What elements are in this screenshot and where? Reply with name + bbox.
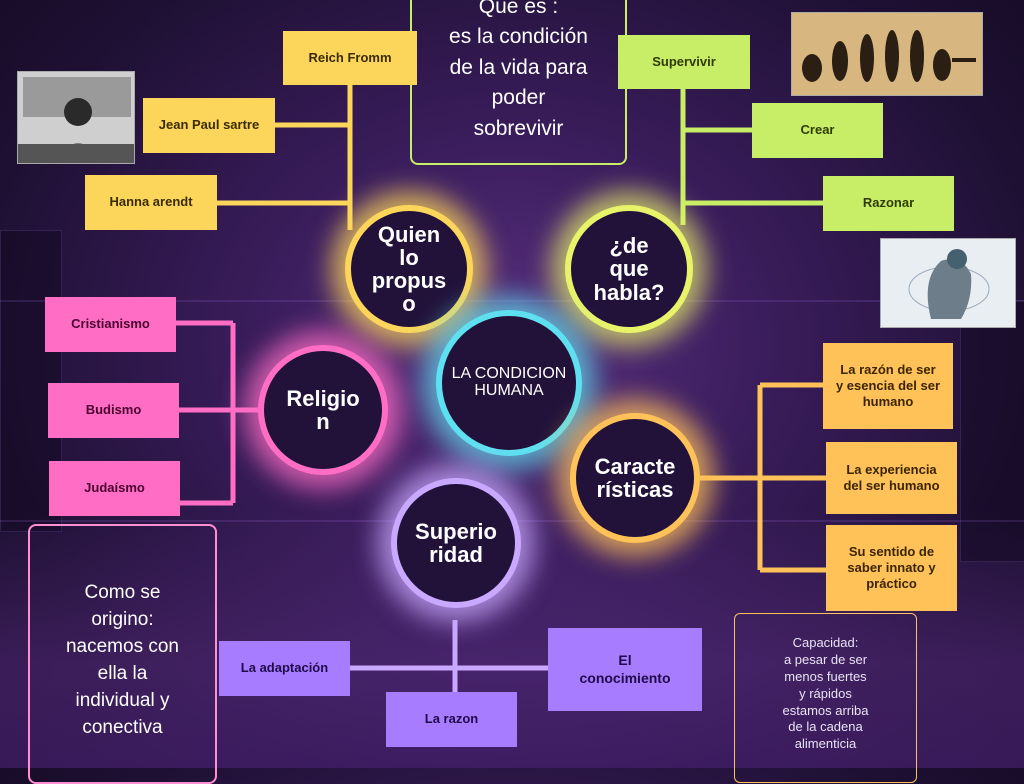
box-judaismo: Judaísmo — [49, 461, 180, 516]
evolution-photo — [791, 12, 983, 96]
head-photo — [880, 238, 1016, 328]
circle-label: Caracte rísticas — [594, 453, 676, 502]
box-jean-paul-sartre: Jean Paul sartre — [143, 98, 275, 153]
circle-superioridad: Superio ridad — [391, 478, 521, 608]
circle-caracteristicas: Caracte rísticas — [570, 413, 700, 543]
box-crear: Crear — [752, 103, 883, 158]
circle-quien-lo-propuso: Quien lo propus o — [345, 205, 473, 333]
center-label: LA CONDICION HUMANA — [451, 365, 567, 400]
box-supervivir: Supervivir — [618, 35, 750, 89]
box-adaptacion: La adaptación — [219, 641, 350, 696]
connector-lines — [176, 85, 826, 692]
capacity-note: Capacidad: a pesar de ser menos fuertes … — [734, 613, 917, 783]
center-label-line2: HUMANA — [474, 382, 544, 399]
definition-text: Que es : es la condición de la vida para… — [449, 0, 588, 140]
definition-note: Que es : es la condición de la vida para… — [410, 0, 627, 165]
person-portrait-icon — [18, 72, 134, 163]
circle-condicion-humana: LA CONDICION HUMANA — [436, 310, 582, 456]
box-sentido-saber: Su sentido de saber innato y práctico — [826, 525, 957, 611]
box-conocimiento: El conocimiento — [548, 628, 702, 711]
box-reich-fromm: Reich Fromm — [283, 31, 417, 85]
box-experiencia: La experiencia del ser humano — [826, 442, 957, 514]
box-budismo: Budismo — [48, 383, 179, 438]
box-la-razon: La razon — [386, 692, 517, 747]
center-label-line1: LA CONDICION — [451, 365, 567, 383]
background-stripe — [0, 300, 1024, 302]
circle-label: Quien lo propus o — [371, 221, 447, 317]
server-rack-right — [960, 300, 1024, 562]
circle-de-que-habla: ¿de que habla? — [565, 205, 693, 333]
human-head-icon — [881, 239, 1015, 327]
origin-note: Como se origino: nacemos con ella la ind… — [28, 524, 217, 784]
box-razonar: Razonar — [823, 176, 954, 231]
circle-religion: Religio n — [258, 345, 388, 475]
capacity-text: Capacidad: a pesar de ser menos fuertes … — [782, 635, 869, 752]
origin-text: Como se origino: nacemos con ella la ind… — [65, 582, 179, 738]
box-hanna-arendt: Hanna arendt — [85, 175, 217, 230]
circle-label: ¿de que habla? — [593, 233, 665, 305]
sartre-photo — [17, 71, 135, 164]
box-cristianismo: Cristianismo — [45, 297, 176, 352]
box-razon-de-ser: La razón de ser y esencia del ser humano — [823, 343, 953, 429]
circle-label: Religio n — [286, 385, 360, 434]
evolution-icon — [792, 13, 982, 95]
circle-label: Superio ridad — [415, 518, 497, 567]
